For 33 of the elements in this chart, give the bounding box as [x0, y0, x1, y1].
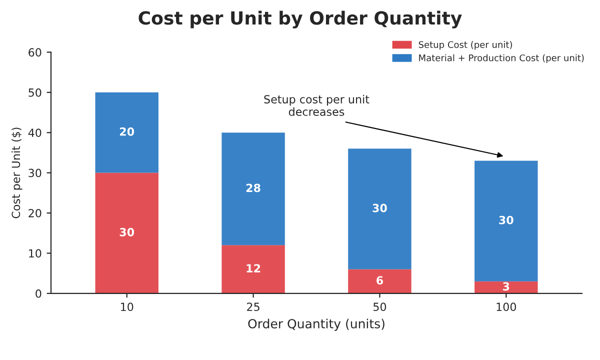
y-tick-label: 10 [29, 249, 42, 258]
y-tick-label: 50 [28, 88, 42, 97]
bar [474, 281, 538, 294]
legend-label: Setup Cost (per unit) [418, 41, 512, 50]
bar [348, 148, 412, 270]
data-label: 3 [503, 282, 510, 291]
data-label: 30 [499, 216, 514, 224]
x-tick-label: 25 [247, 302, 260, 312]
x-tick-label: 10 [121, 302, 134, 312]
x-tick-label: 50 [374, 302, 386, 312]
bar [474, 160, 538, 282]
y-tick-label: 40 [28, 128, 42, 137]
chart-title: Cost per Unit by Order Quantity [138, 10, 462, 28]
data-label: 28 [246, 184, 260, 192]
y-tick-label: 20 [28, 208, 42, 218]
x-axis-title: Order Quantity (units) [248, 318, 384, 331]
bar [348, 269, 412, 294]
data-label: 12 [246, 264, 260, 272]
bar [222, 245, 285, 294]
data-label: 20 [120, 127, 134, 136]
bar [222, 132, 285, 246]
legend-label: Material + Production Cost (per unit) [419, 54, 584, 64]
y-tick-label: 0 [36, 289, 42, 298]
y-tick-label: 30 [28, 168, 42, 178]
data-label: 30 [120, 228, 134, 236]
y-tick-label: 60 [28, 48, 42, 57]
bar [95, 92, 158, 173]
annotation: Setup cost per unit decreases [264, 94, 370, 116]
y-axis-title: Cost per Unit ($) [12, 128, 22, 218]
data-label: 6 [376, 276, 383, 285]
data-label: 30 [372, 204, 387, 212]
bar [95, 172, 158, 294]
x-tick-label: 100 [496, 302, 516, 312]
